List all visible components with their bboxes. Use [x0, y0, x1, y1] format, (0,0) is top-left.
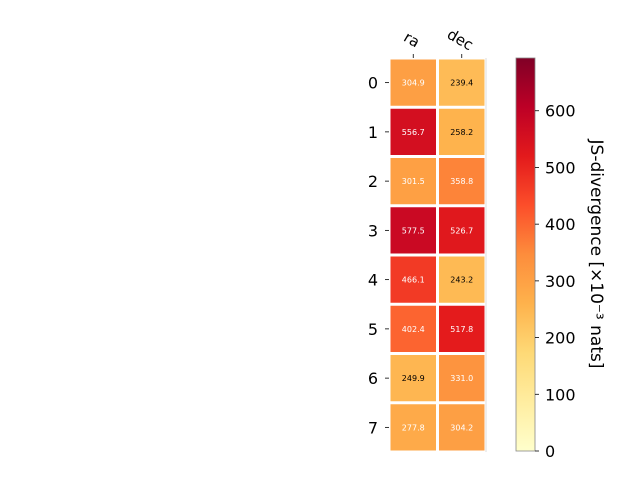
colorbar-tick-label-400: 400 [545, 215, 576, 234]
column-labels: ra dec [401, 25, 476, 58]
cell-value-6-dec: 331.0 [450, 374, 473, 383]
row-label-6: 6 [368, 369, 378, 388]
cell-value-1-dec: 258.2 [450, 128, 473, 137]
row-label-1: 1 [368, 123, 378, 142]
cell-value-0-dec: 239.4 [450, 79, 473, 88]
colorbar-tick-label-300: 300 [545, 272, 576, 291]
heatmap-cell-4-ra [390, 256, 436, 303]
row-label-0: 0 [368, 74, 378, 93]
cell-value-5-ra: 402.4 [402, 325, 425, 334]
heatmap-cell-6-ra [390, 355, 436, 402]
row-label-5: 5 [368, 320, 378, 339]
cell-value-3-ra: 577.5 [402, 226, 425, 235]
heatmap-cell-2-dec [439, 158, 485, 205]
heatmap-cell-0-dec [439, 59, 485, 106]
cell-value-4-dec: 243.2 [450, 276, 473, 285]
colorbar-tick-label-100: 100 [545, 385, 576, 404]
cell-value-2-ra: 301.5 [402, 177, 425, 186]
heatmap-cell-3-ra [390, 207, 436, 254]
column-label-ra: ra [401, 28, 423, 51]
cell-value-6-ra: 249.9 [402, 374, 425, 383]
cell-value-2-dec: 358.8 [450, 177, 473, 186]
colorbar-gradient [515, 57, 536, 452]
heatmap-cell-3-dec [439, 207, 485, 254]
column-label-dec: dec [444, 25, 476, 54]
cell-value-7-ra: 277.8 [402, 423, 425, 432]
row-label-2: 2 [368, 172, 378, 191]
cell-value-1-ra: 556.7 [402, 128, 425, 137]
colorbar-ticks: 0 100 200 300 400 500 600 [535, 102, 576, 461]
heatmap-cell-5-ra [390, 305, 436, 352]
row-labels: 0 1 2 3 4 5 6 7 [368, 74, 389, 437]
colorbar-tick-label-200: 200 [545, 329, 576, 348]
colorbar: 0 100 200 300 400 500 600 JS-divergence [×10⁻³… [515, 57, 606, 461]
heatmap-cell-5-dec [439, 305, 485, 352]
cell-value-3-dec: 526.7 [450, 226, 473, 235]
colorbar-tick-label-500: 500 [545, 158, 576, 177]
heatmap-grid: 304.9 239.4 556.7 258.2 301.5 358.8 577.5 526.7… [390, 58, 487, 452]
colorbar-tick-label-600: 600 [545, 102, 576, 121]
heatmap-cell-1-dec [439, 108, 485, 155]
heatmap-cell-2-ra [390, 158, 436, 205]
colorbar-tick-label-0: 0 [545, 442, 555, 461]
cell-value-7-dec: 304.2 [450, 423, 473, 432]
heatmap-cell-1-ra [390, 108, 436, 155]
heatmap-cell-7-ra [390, 404, 436, 451]
colorbar-label: JS-divergence [×10⁻³ nats] [586, 139, 606, 369]
row-label-3: 3 [368, 221, 378, 240]
heatmap-cell-4-dec [439, 256, 485, 303]
heatmap-cell-7-dec [439, 404, 485, 451]
heatmap-cell-0-ra [390, 59, 436, 106]
cell-value-0-ra: 304.9 [402, 79, 425, 88]
row-label-4: 4 [368, 271, 378, 290]
cell-value-4-ra: 466.1 [402, 276, 425, 285]
heatmap-cell-6-dec [439, 355, 485, 402]
cell-value-5-dec: 517.8 [450, 325, 473, 334]
row-label-7: 7 [368, 418, 378, 437]
